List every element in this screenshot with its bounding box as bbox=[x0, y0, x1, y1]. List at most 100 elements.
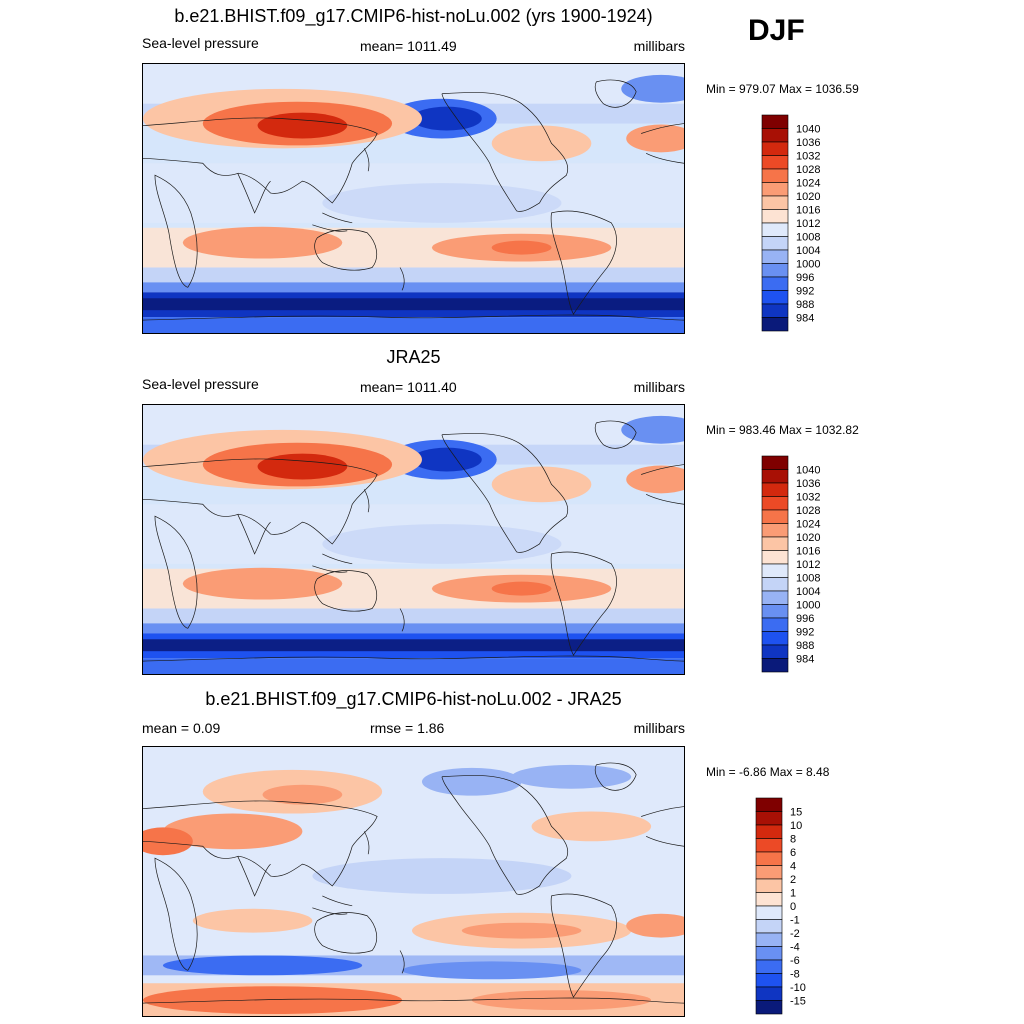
colorbar-tick-label: -1 bbox=[790, 915, 800, 927]
panel-2-mean: mean= 1011.40 bbox=[360, 379, 457, 395]
season-label: DJF bbox=[748, 14, 805, 47]
colorbar-box bbox=[761, 590, 789, 605]
panel-3-mean: mean = 0.09 bbox=[142, 720, 221, 736]
colorbar-box bbox=[761, 455, 789, 470]
colorbar-box bbox=[761, 550, 789, 565]
colorbar-box bbox=[755, 1000, 783, 1015]
colorbar-box bbox=[755, 932, 783, 947]
colorbar-box bbox=[761, 631, 789, 646]
panel-1-left-label: Sea-level pressure bbox=[142, 35, 259, 51]
colorbar-box bbox=[761, 644, 789, 659]
colorbar-box bbox=[761, 222, 789, 237]
panel-1-mean: mean= 1011.49 bbox=[360, 38, 457, 54]
colorbar-box bbox=[761, 141, 789, 156]
colorbar-box bbox=[761, 604, 789, 619]
colorbar-tick-label: 1028 bbox=[796, 164, 820, 176]
colorbar-tick-label: -10 bbox=[790, 982, 806, 994]
colorbar-tick-label: 1008 bbox=[796, 232, 820, 244]
colorbar-box bbox=[761, 263, 789, 278]
colorbar-box bbox=[761, 128, 789, 143]
colorbar-box bbox=[761, 249, 789, 264]
colorbar-tick-label: 984 bbox=[796, 654, 814, 666]
panel-1-title: b.e21.BHIST.f09_g17.CMIP6-hist-noLu.002 … bbox=[174, 6, 653, 26]
panel-2-units: millibars bbox=[633, 379, 685, 395]
colorbar-box bbox=[761, 658, 789, 673]
colorbar-box bbox=[755, 851, 783, 866]
panel-2-left-label: Sea-level pressure bbox=[142, 376, 259, 392]
colorbar-tick-label: 0 bbox=[790, 901, 796, 913]
colorbar-box bbox=[761, 155, 789, 170]
colorbar-box bbox=[761, 536, 789, 551]
panel-3-units: millibars bbox=[633, 720, 685, 736]
colorbar-tick-label: 1000 bbox=[796, 600, 820, 612]
colorbar-tick-label: 1040 bbox=[796, 124, 820, 136]
colorbar-box bbox=[755, 946, 783, 961]
colorbar-tick-label: -4 bbox=[790, 942, 800, 954]
colorbar-tick-label: -2 bbox=[790, 928, 800, 940]
panel-2-map bbox=[142, 404, 685, 675]
colorbar-tick-label: 1040 bbox=[796, 465, 820, 477]
colorbar-tick-label: 1000 bbox=[796, 259, 820, 271]
colorbar-tick-label: 1004 bbox=[796, 245, 820, 257]
colorbar-box bbox=[755, 892, 783, 907]
colorbar-box bbox=[761, 209, 789, 224]
colorbar-tick-label: 1024 bbox=[796, 519, 820, 531]
panel-2-map-svg bbox=[143, 405, 684, 674]
colorbar-tick-label: 1028 bbox=[796, 505, 820, 517]
colorbar-box bbox=[761, 496, 789, 511]
panel-1-map bbox=[142, 63, 685, 334]
colorbar-tick-label: 2 bbox=[790, 874, 796, 886]
colorbar-box bbox=[761, 114, 789, 129]
panel-2-title: JRA25 bbox=[386, 347, 441, 367]
colorbar-box bbox=[761, 563, 789, 578]
colorbar-tick-label: 1032 bbox=[796, 151, 820, 163]
colorbar-box bbox=[761, 617, 789, 632]
colorbar-box bbox=[761, 168, 789, 183]
colorbar-tick-label: 996 bbox=[796, 613, 814, 625]
colorbar-tick-label: 992 bbox=[796, 627, 814, 639]
colorbar-tick-label: -6 bbox=[790, 955, 800, 967]
colorbar-box bbox=[761, 523, 789, 538]
colorbar-box bbox=[755, 878, 783, 893]
colorbar-tick-label: 8 bbox=[790, 834, 796, 846]
panel-3-minmax: Min = -6.86 Max = 8.48 bbox=[706, 765, 830, 779]
colorbar-tick-label: 996 bbox=[796, 272, 814, 284]
colorbar-box bbox=[755, 959, 783, 974]
colorbar-box bbox=[761, 482, 789, 497]
colorbar-box bbox=[761, 182, 789, 197]
panel-2-colorbar: 1040 1036 1032 1028 1024 1020 1016 1012 1008 1004… bbox=[761, 455, 842, 673]
colorbar-tick-label: 1036 bbox=[796, 478, 820, 490]
colorbar-tick-label: 1012 bbox=[796, 559, 820, 571]
colorbar-box bbox=[755, 838, 783, 853]
colorbar-tick-label: 992 bbox=[796, 286, 814, 298]
panel-3-map bbox=[142, 746, 685, 1017]
colorbar-box bbox=[761, 290, 789, 305]
colorbar-tick-label: 1004 bbox=[796, 586, 820, 598]
panel-1-map-svg bbox=[143, 64, 684, 333]
panel-1-colorbar: 1040 1036 1032 1028 1024 1020 1016 1012 1008 1004… bbox=[761, 114, 842, 332]
colorbar-tick-label: 1036 bbox=[796, 137, 820, 149]
colorbar-tick-label: 1016 bbox=[796, 205, 820, 217]
colorbar-tick-label: -15 bbox=[790, 996, 806, 1008]
colorbar-box bbox=[761, 577, 789, 592]
colorbar-tick-label: 984 bbox=[796, 313, 814, 325]
panel-2-minmax: Min = 983.46 Max = 1032.82 bbox=[706, 423, 859, 437]
colorbar-tick-label: 988 bbox=[796, 640, 814, 652]
colorbar-tick-label: 4 bbox=[790, 861, 796, 873]
colorbar-tick-label: 1008 bbox=[796, 573, 820, 585]
panel-3-map-svg bbox=[143, 747, 684, 1016]
colorbar-box bbox=[761, 303, 789, 318]
colorbar-tick-label: 1032 bbox=[796, 492, 820, 504]
colorbar-box bbox=[755, 905, 783, 920]
colorbar-tick-label: 1012 bbox=[796, 218, 820, 230]
colorbar-box bbox=[761, 195, 789, 210]
colorbar-box bbox=[755, 919, 783, 934]
colorbar-box bbox=[755, 865, 783, 880]
colorbar-tick-label: 15 bbox=[790, 807, 802, 819]
colorbar-box bbox=[755, 811, 783, 826]
colorbar-tick-label: -8 bbox=[790, 969, 800, 981]
colorbar-tick-label: 988 bbox=[796, 299, 814, 311]
colorbar-box bbox=[761, 509, 789, 524]
colorbar-tick-label: 1 bbox=[790, 888, 796, 900]
colorbar-tick-label: 1020 bbox=[796, 191, 820, 203]
